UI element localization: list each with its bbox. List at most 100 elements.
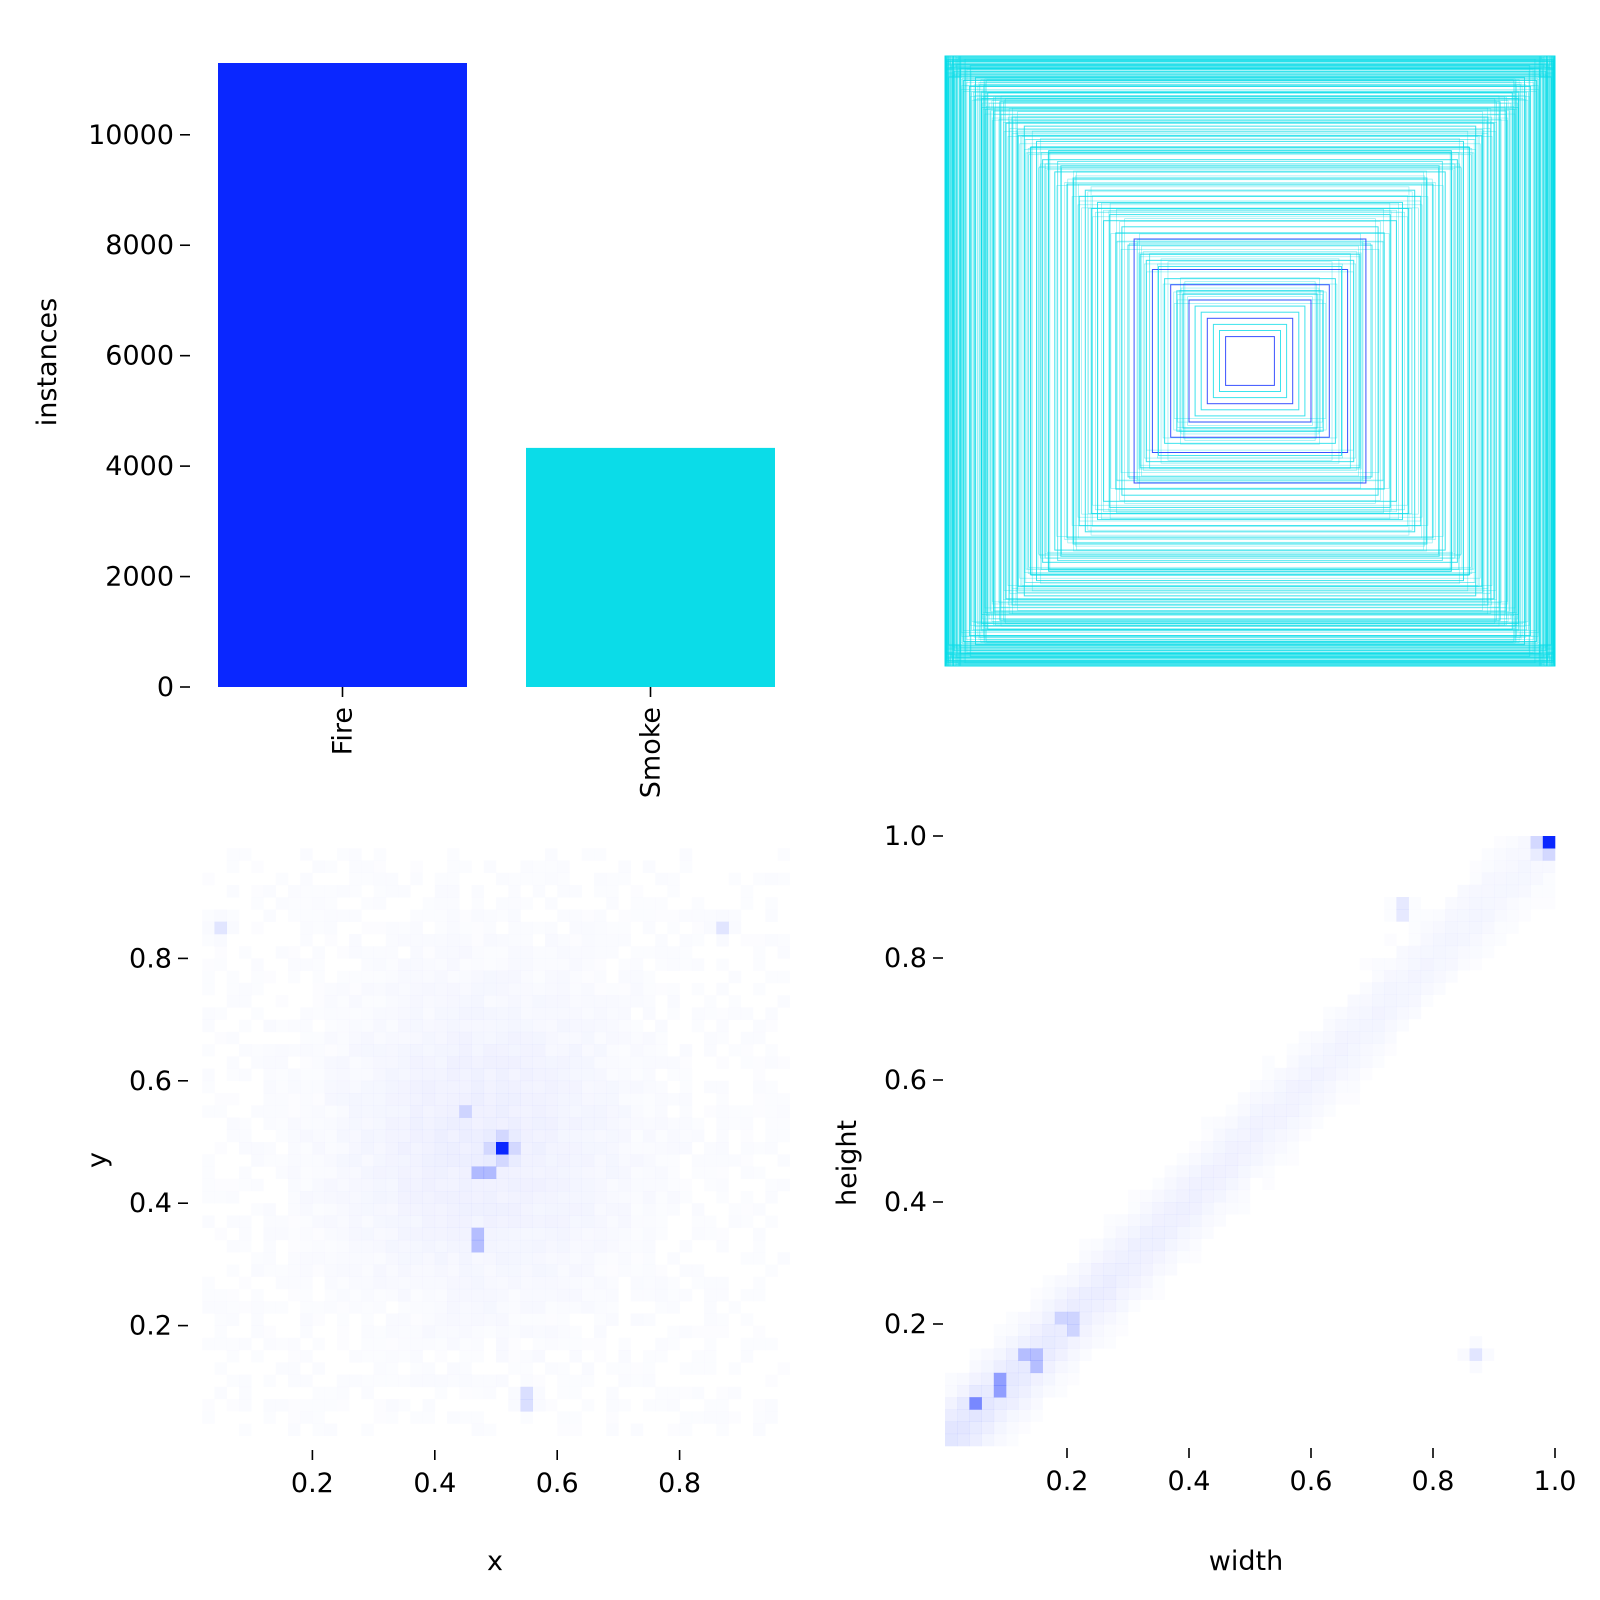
heatmap-cell — [373, 1215, 387, 1228]
box-outline — [945, 69, 1555, 653]
heatmap-cell — [202, 958, 215, 971]
heatmap-cell — [545, 1326, 558, 1339]
heatmap-cell — [300, 1313, 313, 1326]
heatmap-cell — [361, 1424, 374, 1437]
heatmap-cell — [288, 1179, 301, 1192]
heatmap-cell — [765, 909, 778, 922]
heatmap-cell — [1518, 848, 1531, 861]
box-outline — [1009, 128, 1491, 594]
heatmap-cell — [520, 1080, 534, 1094]
heatmap-cell — [1091, 1287, 1104, 1300]
heatmap-cell — [325, 1093, 338, 1106]
heatmap-cell — [288, 1142, 301, 1155]
heatmap-cell — [447, 1190, 460, 1204]
heatmap-cell — [1225, 1177, 1239, 1191]
heatmap-cell — [227, 1338, 240, 1351]
heatmap-cell — [1409, 909, 1422, 922]
heatmap-cell — [1262, 1068, 1275, 1081]
heatmap-cell — [582, 995, 595, 1008]
heatmap-cell — [741, 1056, 754, 1069]
heatmap-cell — [337, 1007, 350, 1020]
heatmap-cell — [667, 958, 680, 971]
heatmap-cell — [349, 1056, 362, 1069]
heatmap-cell — [374, 1069, 387, 1082]
heatmap-cell — [483, 1129, 497, 1143]
heatmap-cell — [741, 1032, 754, 1045]
box-outline — [1066, 183, 1434, 539]
heatmap-cell — [1189, 1239, 1202, 1252]
heatmap-cell — [655, 1191, 668, 1204]
heatmap-cell — [1201, 1129, 1214, 1142]
heatmap-cell — [680, 1130, 693, 1143]
box-outline — [1000, 95, 1500, 627]
heatmap-cell — [1164, 1226, 1178, 1239]
heatmap-cell — [1286, 1104, 1300, 1117]
heatmap-cell — [239, 1277, 252, 1290]
heatmap-cell — [202, 909, 215, 922]
heatmap-cell — [581, 1056, 595, 1069]
heatmap-cell — [1091, 1263, 1104, 1276]
heatmap-cell — [545, 1289, 558, 1302]
heatmap-cell — [1384, 1031, 1397, 1044]
heatmap-cell — [582, 1044, 595, 1057]
heatmap-cell — [214, 946, 227, 959]
heatmap-cell — [643, 1252, 656, 1265]
heatmap-cell — [447, 958, 460, 971]
box-outline — [1109, 214, 1391, 508]
heatmap-cell — [312, 1069, 325, 1082]
heatmap-cell — [1079, 1251, 1092, 1264]
heatmap-cell — [1116, 1214, 1129, 1227]
heatmap-cell — [765, 1411, 778, 1424]
heatmap-cell — [520, 873, 533, 886]
heatmap-cell — [1286, 1092, 1300, 1105]
heatmap-cell — [288, 1338, 301, 1351]
heatmap-cell — [1384, 994, 1397, 1008]
heatmap-cell — [655, 1166, 668, 1179]
heatmap-cell — [214, 1301, 227, 1314]
heatmap-cell — [631, 1179, 644, 1192]
heatmap-cell — [447, 860, 460, 873]
heatmap-cell — [227, 1093, 240, 1106]
heatmap-cell — [1201, 1153, 1214, 1166]
heatmap-cell — [704, 922, 717, 935]
heatmap-cell — [533, 1375, 546, 1388]
heatmap-cell — [667, 1179, 680, 1192]
heatmap-cell — [312, 1252, 325, 1265]
heatmap-cell — [484, 1289, 497, 1302]
box-outline — [953, 70, 1547, 652]
heatmap-cell — [398, 1227, 411, 1241]
heatmap-cell — [398, 1166, 411, 1180]
heatmap-cell — [337, 1375, 350, 1388]
heatmap-cell — [618, 995, 631, 1008]
heatmap-cell — [969, 1397, 982, 1410]
heatmap-cell — [300, 1044, 313, 1057]
heatmap-cell — [533, 1289, 546, 1302]
heatmap-cell — [398, 1350, 411, 1363]
heatmap-cell — [288, 1264, 301, 1277]
heatmap-cell — [594, 995, 607, 1008]
heatmap-cell — [606, 1362, 619, 1375]
heatmap-cell — [606, 1289, 619, 1302]
heatmap-cell — [202, 1020, 215, 1033]
heatmap-cell — [1115, 1287, 1129, 1300]
heatmap-cell — [300, 958, 313, 971]
heatmap-cell — [655, 1056, 668, 1069]
heatmap-cell — [1421, 909, 1434, 922]
heatmap-cell — [1237, 1116, 1251, 1130]
heatmap-cell — [227, 995, 240, 1008]
heatmap-cell — [410, 1264, 423, 1277]
heatmap-cell — [716, 1313, 729, 1326]
heatmap-cell — [1506, 909, 1519, 922]
heatmap-cell — [361, 922, 374, 935]
heatmap-cell — [557, 1387, 570, 1400]
heatmap-cell — [239, 848, 252, 861]
heatmap-cell — [276, 1105, 289, 1118]
heatmap-cell — [545, 1007, 558, 1020]
heatmap-cell — [557, 1203, 570, 1216]
heatmap-cell — [643, 860, 656, 873]
heatmap-cell — [398, 934, 411, 947]
heatmap-cell — [410, 1375, 423, 1388]
heatmap-cell — [508, 1239, 521, 1253]
heatmap-cell — [1103, 1263, 1117, 1276]
heatmap-cell — [508, 1313, 521, 1326]
